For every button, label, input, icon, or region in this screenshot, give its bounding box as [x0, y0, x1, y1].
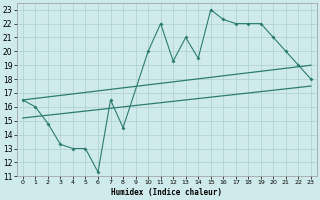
X-axis label: Humidex (Indice chaleur): Humidex (Indice chaleur)	[111, 188, 222, 197]
